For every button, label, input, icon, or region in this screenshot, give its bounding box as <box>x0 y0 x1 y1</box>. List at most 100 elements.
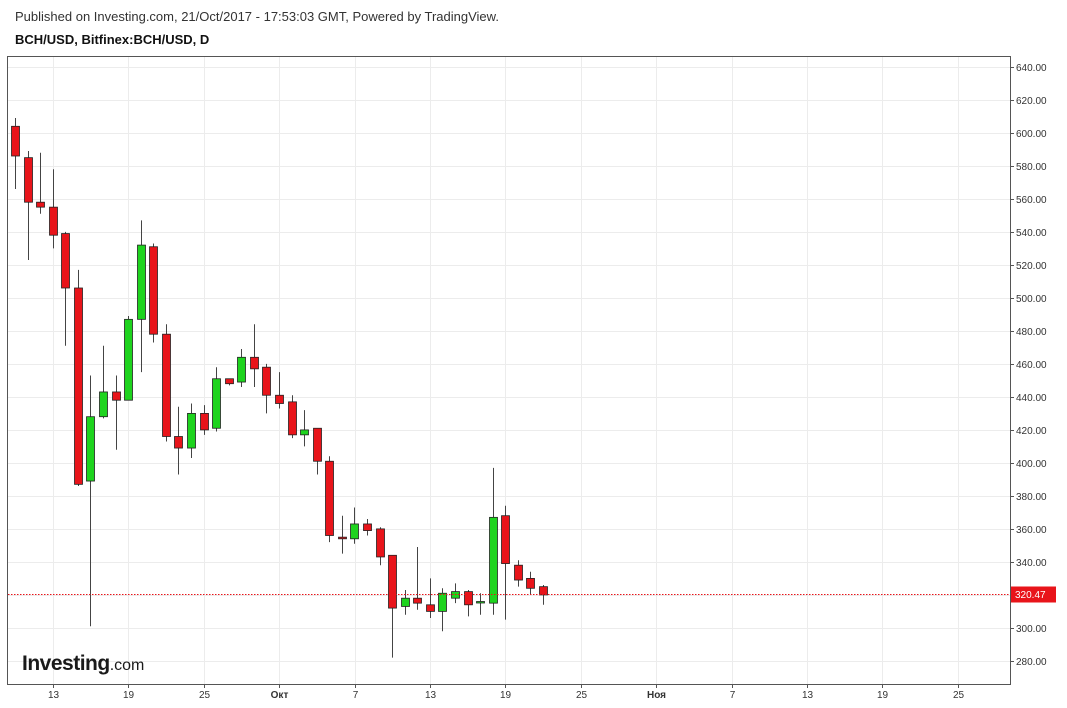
candle[interactable] <box>464 589 473 617</box>
x-tick-label: 19 <box>123 690 135 701</box>
candle[interactable] <box>300 410 309 447</box>
candle[interactable] <box>200 405 209 435</box>
x-tick-label: 25 <box>576 690 588 701</box>
y-tick-label: 280.00 <box>1016 657 1047 668</box>
candle-body <box>74 287 83 485</box>
candle[interactable] <box>388 554 397 658</box>
candle-body <box>11 125 20 157</box>
symbol-title: BCH/USD, Bitfinex:BCH/USD, D <box>15 32 210 47</box>
candle-body <box>149 246 158 335</box>
x-tick-label: 13 <box>802 690 814 701</box>
candle[interactable] <box>376 527 385 566</box>
y-tick-label: 600.00 <box>1016 129 1047 140</box>
candle-body <box>464 591 473 606</box>
candle[interactable] <box>313 427 322 475</box>
candle[interactable] <box>325 456 334 543</box>
candle[interactable] <box>137 220 146 373</box>
candle[interactable] <box>212 367 221 432</box>
price-axis: 640.00 620.00 600.00 580.00 560.00 540.00 520.… <box>1010 63 1047 668</box>
candle[interactable] <box>124 316 133 401</box>
y-tick-label: 640.00 <box>1016 63 1047 74</box>
y-tick-label: 480.00 <box>1016 327 1047 338</box>
candle-body <box>338 536 347 540</box>
candle-body <box>24 157 33 203</box>
candle-body <box>413 597 422 604</box>
candle-body <box>36 201 45 208</box>
candle-body <box>325 460 334 536</box>
candle-body <box>501 515 510 564</box>
candle[interactable] <box>86 375 95 627</box>
candle[interactable] <box>225 378 234 386</box>
candle[interactable] <box>413 547 422 610</box>
candle[interactable] <box>275 372 284 409</box>
candle[interactable] <box>174 406 183 475</box>
candle[interactable] <box>501 505 510 620</box>
candle[interactable] <box>250 324 259 387</box>
x-tick-label: 7 <box>353 690 359 701</box>
candle[interactable] <box>489 467 498 615</box>
candle-body <box>237 356 246 383</box>
candle[interactable] <box>288 395 297 439</box>
candle-body <box>426 604 435 612</box>
candles <box>11 118 548 658</box>
y-tick-label: 400.00 <box>1016 459 1047 470</box>
last-price-marker: 320.47 <box>8 586 1056 603</box>
candle[interactable] <box>49 169 58 249</box>
candle-body <box>539 586 548 596</box>
candle[interactable] <box>350 507 359 544</box>
candle[interactable] <box>162 324 171 442</box>
candle-body <box>526 578 535 589</box>
candle[interactable] <box>451 583 460 604</box>
y-tick-label: 520.00 <box>1016 261 1047 272</box>
x-tick-label: 13 <box>48 690 60 701</box>
candle[interactable] <box>338 515 347 554</box>
candle-body <box>112 391 121 401</box>
y-tick-label: 500.00 <box>1016 294 1047 305</box>
candle-body <box>489 516 498 604</box>
candle[interactable] <box>187 403 196 458</box>
candle-body <box>376 528 385 558</box>
candle[interactable] <box>476 593 485 615</box>
x-tick-label: 19 <box>877 690 889 701</box>
x-tick-label: 13 <box>425 690 437 701</box>
candle[interactable] <box>149 243 158 343</box>
candle-body <box>86 416 95 482</box>
candle[interactable] <box>112 375 121 450</box>
y-tick-label: 440.00 <box>1016 393 1047 404</box>
y-tick-label: 620.00 <box>1016 96 1047 107</box>
candle-body <box>99 391 108 418</box>
y-tick-label: 580.00 <box>1016 162 1047 173</box>
published-info: Published on Investing.com, 21/Oct/2017 … <box>15 9 499 24</box>
candle[interactable] <box>262 363 271 414</box>
candle[interactable] <box>401 589 410 615</box>
candle[interactable] <box>426 578 435 618</box>
candle-body <box>61 233 70 289</box>
candle-body <box>313 427 322 462</box>
candle[interactable] <box>36 152 45 214</box>
candle-body <box>49 206 58 236</box>
candle[interactable] <box>61 231 70 346</box>
candle[interactable] <box>99 345 108 419</box>
grid <box>8 57 1010 684</box>
candle[interactable] <box>11 118 20 189</box>
candle[interactable] <box>514 560 523 587</box>
y-tick-label: 540.00 <box>1016 228 1047 239</box>
candle[interactable] <box>74 269 83 486</box>
candle-body <box>288 401 297 436</box>
candle[interactable] <box>24 151 33 260</box>
candle[interactable] <box>363 519 372 536</box>
candle-body <box>401 597 410 607</box>
logo-main: Investing <box>22 652 110 675</box>
x-tick-label: Ноя <box>647 690 666 701</box>
candle[interactable] <box>526 571 535 595</box>
last-price-badge <box>1011 586 1056 603</box>
last-price-label: 320.47 <box>1015 590 1046 601</box>
candle[interactable] <box>438 588 447 632</box>
candle-body <box>262 366 271 396</box>
candle[interactable] <box>237 349 246 387</box>
candle-body <box>438 592 447 612</box>
candle-body <box>388 554 397 609</box>
candle-body <box>275 394 284 404</box>
candle-body <box>363 523 372 531</box>
